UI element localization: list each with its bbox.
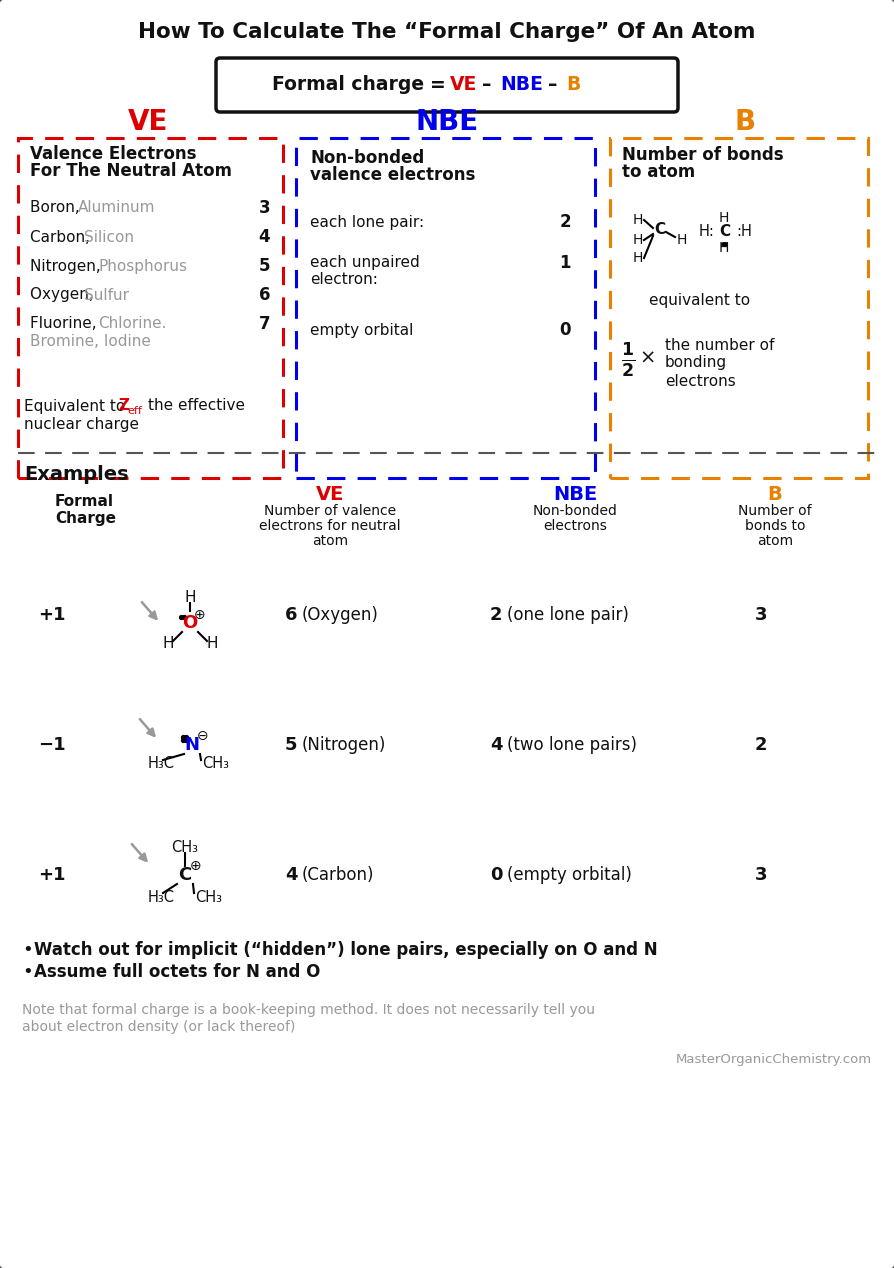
Text: C: C (654, 222, 665, 237)
Text: H: H (677, 233, 687, 247)
Text: $\mathbf{\frac{1}{2}}$: $\mathbf{\frac{1}{2}}$ (621, 341, 635, 379)
Text: Z: Z (118, 398, 129, 413)
Text: H: H (633, 213, 643, 227)
Text: VE: VE (316, 484, 344, 503)
Text: NBE: NBE (416, 108, 478, 136)
FancyBboxPatch shape (18, 138, 283, 478)
Text: electrons: electrons (543, 519, 607, 533)
Text: Non-bonded: Non-bonded (310, 150, 425, 167)
Text: How To Calculate The “Formal Charge” Of An Atom: How To Calculate The “Formal Charge” Of … (139, 22, 755, 42)
Text: Formal charge: Formal charge (272, 76, 424, 95)
Text: Phosphorus: Phosphorus (98, 259, 187, 274)
Text: atom: atom (312, 534, 348, 548)
Text: Charge: Charge (55, 511, 116, 525)
Text: (empty orbital): (empty orbital) (507, 866, 632, 884)
Text: ⊕: ⊕ (190, 858, 202, 872)
Text: (Carbon): (Carbon) (302, 866, 375, 884)
Text: NBE: NBE (552, 484, 597, 503)
FancyBboxPatch shape (296, 138, 595, 478)
Text: For The Neutral Atom: For The Neutral Atom (30, 162, 232, 180)
Text: CH₃: CH₃ (202, 756, 229, 771)
Text: 5: 5 (285, 735, 298, 754)
Text: VE: VE (450, 76, 477, 95)
Text: Number of: Number of (738, 503, 812, 519)
Text: Formal: Formal (55, 495, 114, 510)
Text: (Nitrogen): (Nitrogen) (302, 735, 386, 754)
Text: 6: 6 (285, 606, 298, 624)
Text: ⊕: ⊕ (194, 607, 206, 623)
Text: C: C (179, 866, 191, 884)
Text: H₃C: H₃C (148, 756, 175, 771)
Text: empty orbital: empty orbital (310, 322, 413, 337)
Text: H:: H: (698, 224, 714, 240)
Text: (Oxygen): (Oxygen) (302, 606, 379, 624)
Text: 0: 0 (560, 321, 570, 339)
Text: 2: 2 (490, 606, 502, 624)
Text: about electron density (or lack thereof): about electron density (or lack thereof) (22, 1019, 295, 1033)
Text: (two lone pairs): (two lone pairs) (507, 735, 637, 754)
Text: H: H (162, 635, 173, 650)
Text: Examples: Examples (24, 464, 129, 483)
Text: valence electrons: valence electrons (310, 166, 476, 184)
Text: each unpaired: each unpaired (310, 255, 420, 270)
Text: C: C (720, 224, 730, 240)
Text: equivalent to: equivalent to (649, 293, 751, 308)
Text: Oxygen,: Oxygen, (30, 288, 98, 303)
Text: Note that formal charge is a book-keeping method. It does not necessarily tell y: Note that formal charge is a book-keepin… (22, 1003, 595, 1017)
Text: MasterOrganicChemistry.com: MasterOrganicChemistry.com (676, 1054, 872, 1066)
Text: H: H (719, 241, 730, 255)
Text: •: • (22, 941, 33, 959)
Text: bonding: bonding (665, 355, 727, 370)
Text: H: H (633, 251, 643, 265)
Text: −1: −1 (38, 735, 65, 754)
Text: bonds to: bonds to (745, 519, 805, 533)
Text: 4: 4 (258, 228, 270, 246)
Text: to atom: to atom (622, 164, 696, 181)
Text: +1: +1 (38, 866, 65, 884)
Text: CH₃: CH₃ (195, 889, 222, 904)
Text: –: – (548, 76, 557, 95)
Text: Bromine, Iodine: Bromine, Iodine (30, 333, 151, 349)
Text: Watch out for implicit (“hidden”) lone pairs, especially on O and N: Watch out for implicit (“hidden”) lone p… (34, 941, 658, 959)
Text: B: B (735, 108, 755, 136)
Text: eff: eff (127, 406, 142, 416)
Text: •: • (22, 962, 33, 981)
FancyBboxPatch shape (216, 58, 678, 112)
Text: 4: 4 (285, 866, 298, 884)
Text: atom: atom (757, 534, 793, 548)
Text: Assume full octets for N and O: Assume full octets for N and O (34, 962, 320, 981)
Text: +1: +1 (38, 606, 65, 624)
Text: NBE: NBE (500, 76, 543, 95)
Text: H₃C: H₃C (148, 889, 175, 904)
Text: –: – (482, 76, 492, 95)
Text: Chlorine.: Chlorine. (98, 317, 166, 331)
Text: 6: 6 (258, 287, 270, 304)
Text: 3: 3 (755, 606, 768, 624)
Text: B: B (768, 484, 782, 503)
Text: electrons for neutral: electrons for neutral (259, 519, 401, 533)
Text: Equivalent to: Equivalent to (24, 398, 131, 413)
Text: Boron,: Boron, (30, 200, 85, 216)
Text: electrons: electrons (665, 374, 736, 388)
Text: VE: VE (128, 108, 168, 136)
Text: Number of valence: Number of valence (264, 503, 396, 519)
Text: Number of bonds: Number of bonds (622, 146, 784, 164)
Text: 3: 3 (258, 199, 270, 217)
Text: 2: 2 (559, 213, 570, 231)
Text: 0: 0 (490, 866, 502, 884)
Text: H: H (719, 210, 730, 224)
Text: 7: 7 (258, 314, 270, 333)
FancyBboxPatch shape (610, 138, 868, 478)
Text: Silicon: Silicon (84, 230, 134, 245)
Text: Valence Electrons: Valence Electrons (30, 145, 197, 164)
Text: Nitrogen,: Nitrogen, (30, 259, 105, 274)
Text: N: N (184, 735, 199, 754)
Text: Sulfur: Sulfur (84, 288, 130, 303)
Text: H: H (207, 635, 218, 650)
Text: =: = (430, 76, 446, 95)
Text: nuclear charge: nuclear charge (24, 416, 139, 431)
Text: Non-bonded: Non-bonded (533, 503, 618, 519)
Text: B: B (566, 76, 580, 95)
Text: 4: 4 (490, 735, 502, 754)
